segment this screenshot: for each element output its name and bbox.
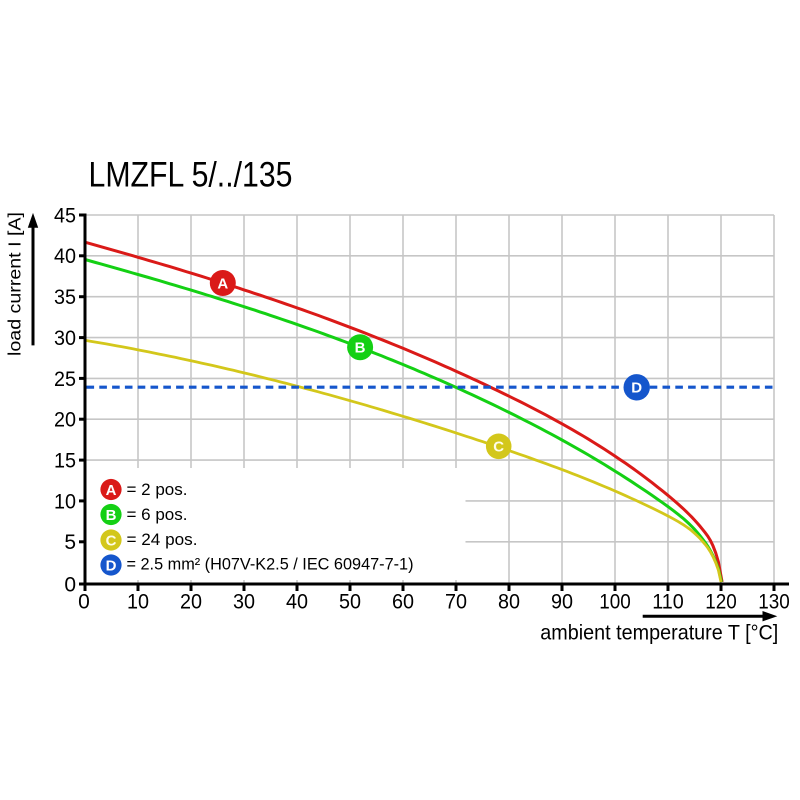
- svg-text:B: B: [106, 507, 117, 524]
- svg-text:50: 50: [339, 591, 361, 614]
- svg-text:40: 40: [286, 591, 308, 614]
- svg-text:C: C: [493, 439, 504, 456]
- svg-text:ambient temperature T [°C]: ambient temperature T [°C]: [540, 621, 778, 644]
- svg-text:100: 100: [599, 591, 631, 614]
- svg-text:= 2 pos.: = 2 pos.: [127, 481, 188, 499]
- svg-text:= 2.5 mm² (H07V-K2.5 / IEC 609: = 2.5 mm² (H07V-K2.5 / IEC 60947-7-1): [127, 556, 414, 574]
- svg-text:C: C: [106, 532, 117, 549]
- svg-text:= 6 pos.: = 6 pos.: [127, 506, 188, 524]
- svg-text:30: 30: [54, 327, 76, 350]
- svg-text:0: 0: [78, 591, 90, 614]
- svg-text:D: D: [631, 380, 642, 397]
- svg-text:130: 130: [758, 591, 790, 614]
- svg-text:45: 45: [54, 204, 76, 227]
- svg-text:A: A: [106, 482, 117, 499]
- svg-text:load current I [A]: load current I [A]: [5, 212, 25, 356]
- svg-text:10: 10: [54, 490, 76, 513]
- svg-text:15: 15: [54, 450, 76, 473]
- svg-text:30: 30: [233, 591, 255, 614]
- svg-text:60: 60: [392, 591, 414, 614]
- svg-text:70: 70: [445, 591, 467, 614]
- svg-text:10: 10: [127, 591, 149, 614]
- svg-text:35: 35: [54, 286, 76, 309]
- svg-text:B: B: [355, 340, 366, 357]
- svg-text:LMZFL 5/../135: LMZFL 5/../135: [89, 156, 293, 195]
- svg-text:25: 25: [54, 368, 76, 391]
- svg-text:0: 0: [64, 574, 76, 597]
- svg-text:120: 120: [705, 591, 737, 614]
- svg-text:90: 90: [551, 591, 573, 614]
- svg-text:= 24 pos.: = 24 pos.: [127, 531, 198, 549]
- svg-text:D: D: [106, 557, 117, 574]
- svg-text:5: 5: [64, 531, 76, 554]
- svg-text:20: 20: [180, 591, 202, 614]
- svg-text:110: 110: [652, 591, 684, 614]
- svg-text:40: 40: [54, 245, 76, 268]
- svg-text:80: 80: [498, 591, 520, 614]
- svg-text:20: 20: [54, 409, 76, 432]
- svg-text:A: A: [217, 275, 228, 292]
